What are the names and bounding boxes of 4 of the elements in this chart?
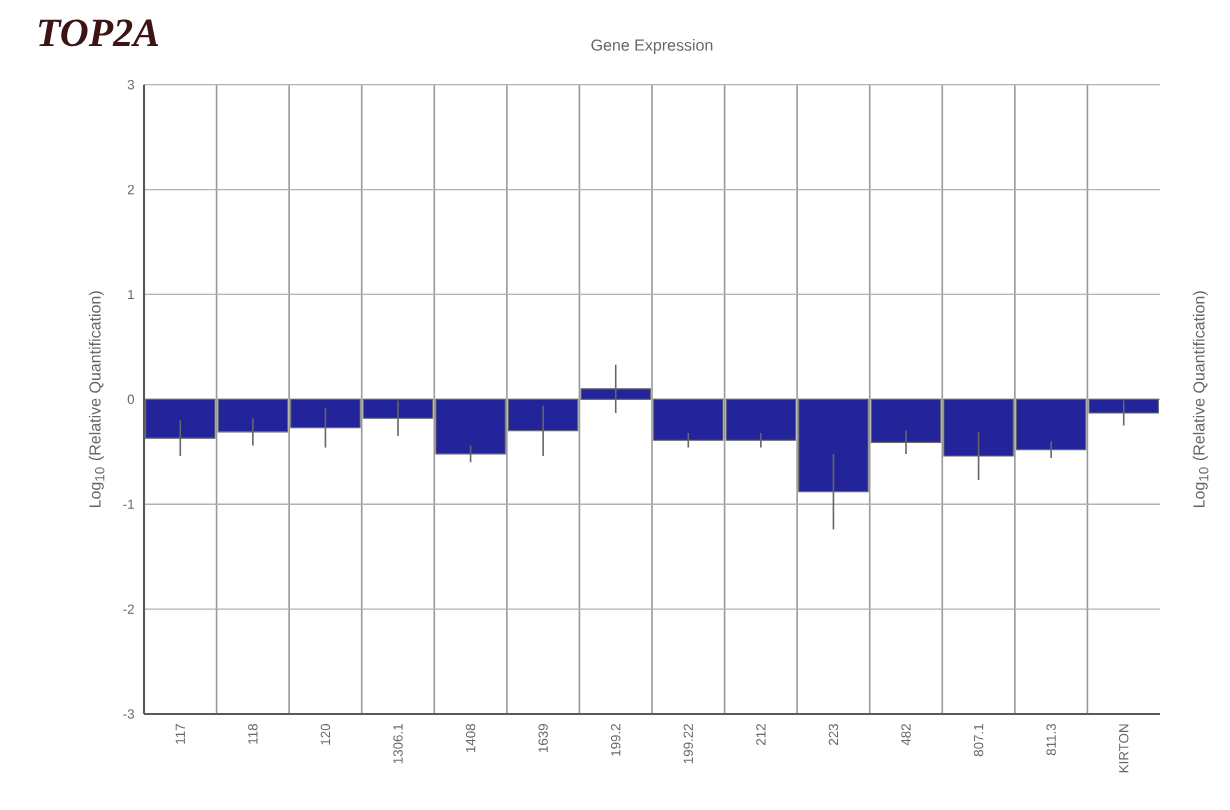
y2-axis-title: Log$_{10}$ (Relative Quantification) — [1192, 291, 1209, 508]
y-axis-title: Log$_{10}$ (Relative Quantification) — [88, 291, 105, 508]
chart-title: TOP2A — [39, 19, 159, 47]
chart-subtitle: Gene Expression — [591, 38, 713, 54]
